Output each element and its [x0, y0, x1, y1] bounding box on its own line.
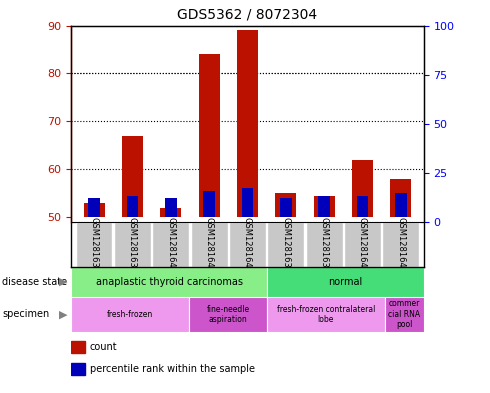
Bar: [71, 341, 85, 353]
FancyBboxPatch shape: [306, 222, 343, 267]
Bar: [395, 193, 407, 217]
Bar: [160, 208, 181, 217]
Bar: [318, 196, 330, 217]
Text: GSM1281640: GSM1281640: [358, 217, 367, 273]
Text: GSM1281639: GSM1281639: [319, 217, 329, 273]
Bar: [71, 267, 267, 297]
Text: GSM1281636: GSM1281636: [90, 217, 98, 273]
FancyBboxPatch shape: [114, 222, 151, 267]
Bar: [203, 191, 215, 217]
FancyBboxPatch shape: [229, 222, 266, 267]
Bar: [198, 54, 220, 217]
Text: normal: normal: [328, 277, 363, 287]
Text: ▶: ▶: [59, 277, 68, 287]
Bar: [126, 196, 138, 217]
Text: fine-needle
aspiration: fine-needle aspiration: [206, 305, 249, 324]
Text: percentile rank within the sample: percentile rank within the sample: [90, 364, 255, 374]
Bar: [71, 363, 85, 375]
Text: GSM1281638: GSM1281638: [281, 217, 290, 273]
Bar: [267, 297, 385, 332]
Text: count: count: [90, 342, 117, 352]
Bar: [83, 203, 104, 217]
Text: disease state: disease state: [2, 277, 68, 287]
Bar: [165, 198, 176, 217]
Bar: [357, 196, 368, 217]
Text: GSM1281642: GSM1281642: [205, 217, 214, 273]
Text: GSM1281644: GSM1281644: [396, 217, 405, 273]
Text: commer
cial RNA
pool: commer cial RNA pool: [388, 299, 420, 329]
Bar: [385, 297, 424, 332]
Bar: [71, 297, 189, 332]
Bar: [280, 198, 292, 217]
Bar: [314, 196, 335, 217]
FancyBboxPatch shape: [191, 222, 227, 267]
Bar: [391, 179, 412, 217]
Text: GSM1281637: GSM1281637: [128, 217, 137, 273]
FancyBboxPatch shape: [268, 222, 304, 267]
Text: GSM1281641: GSM1281641: [166, 217, 175, 273]
Text: specimen: specimen: [2, 309, 49, 320]
Bar: [189, 297, 267, 332]
Text: fresh-frozen: fresh-frozen: [107, 310, 153, 319]
Text: ▶: ▶: [59, 309, 68, 320]
Text: anaplastic thyroid carcinomas: anaplastic thyroid carcinomas: [96, 277, 243, 287]
Bar: [275, 193, 296, 217]
Bar: [88, 198, 100, 217]
FancyBboxPatch shape: [75, 222, 113, 267]
Bar: [122, 136, 143, 217]
Bar: [237, 30, 258, 217]
Bar: [242, 189, 253, 217]
Bar: [352, 160, 373, 217]
FancyBboxPatch shape: [344, 222, 381, 267]
FancyBboxPatch shape: [382, 222, 419, 267]
Title: GDS5362 / 8072304: GDS5362 / 8072304: [177, 7, 318, 22]
FancyBboxPatch shape: [152, 222, 189, 267]
Bar: [267, 267, 424, 297]
Text: GSM1281643: GSM1281643: [243, 217, 252, 273]
Text: fresh-frozen contralateral
lobe: fresh-frozen contralateral lobe: [277, 305, 375, 324]
